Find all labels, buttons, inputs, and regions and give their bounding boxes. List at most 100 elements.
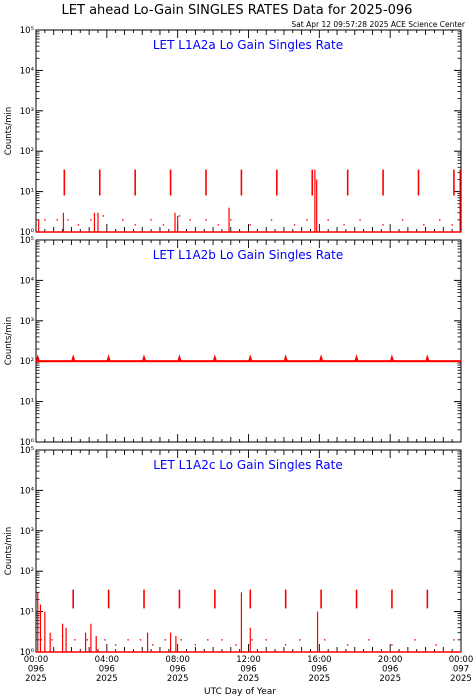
plot-frame xyxy=(35,239,462,443)
data-point xyxy=(401,219,404,221)
data-point xyxy=(346,644,349,646)
data-point xyxy=(423,224,425,226)
data-point xyxy=(127,639,129,641)
data-point xyxy=(439,219,441,221)
data-point xyxy=(265,639,267,641)
y-axis-label: Counts/min xyxy=(4,107,14,156)
data-point xyxy=(104,639,106,641)
data-point xyxy=(249,224,251,226)
x-tick-label: 00:00 xyxy=(24,655,49,665)
data-point xyxy=(114,644,117,646)
data-point xyxy=(86,639,89,641)
x-tick-label: 12:00 xyxy=(236,655,261,665)
data-point xyxy=(122,219,124,221)
y-tick-label: 10¹ xyxy=(20,398,34,408)
x-tick-label: 2025 xyxy=(167,674,189,684)
y-tick-label: 10⁵ xyxy=(20,26,34,36)
x-axis-label: UTC Day of Year xyxy=(204,687,276,697)
x-tick-label: 00:00 xyxy=(449,655,474,665)
data-point xyxy=(221,639,223,641)
data-point xyxy=(164,639,166,641)
data-point xyxy=(414,639,416,641)
data-point xyxy=(327,219,329,221)
series-line xyxy=(35,354,461,363)
x-tick-label: 2025 xyxy=(379,674,401,684)
data-point xyxy=(139,639,142,641)
data-point xyxy=(134,224,136,226)
y-tick-label: 10⁴ xyxy=(20,66,35,76)
data-point xyxy=(306,219,308,221)
x-tick-label: 08:00 xyxy=(165,655,190,665)
data-point xyxy=(323,639,326,641)
plot-frame xyxy=(35,449,462,653)
y-tick-label: 10³ xyxy=(20,527,34,537)
x-tick-label: 096 xyxy=(240,665,256,675)
x-tick-label: 20:00 xyxy=(378,655,403,665)
data-point xyxy=(270,219,273,221)
data-point xyxy=(152,644,154,646)
y-axis-label: Counts/min xyxy=(4,527,14,576)
y-tick-label: 10¹ xyxy=(20,188,34,198)
data-point xyxy=(299,639,301,641)
y-tick-label: 10⁰ xyxy=(20,438,35,448)
x-tick-label: 096 xyxy=(28,665,44,675)
data-point xyxy=(102,215,104,217)
data-point xyxy=(391,644,393,646)
data-point xyxy=(67,219,69,221)
data-point xyxy=(90,219,92,221)
y-tick-label: 10⁴ xyxy=(20,276,35,286)
data-point xyxy=(207,639,209,641)
data-point xyxy=(189,219,191,221)
x-tick-label: 16:00 xyxy=(307,655,332,665)
data-point xyxy=(61,635,64,637)
data-point xyxy=(44,219,46,221)
x-tick-label: 04:00 xyxy=(95,655,120,665)
panel-1: 10⁰ 10¹ 10² 10³ 10⁴ 10⁵ Counts/min LET L1A2a Lo… xyxy=(4,26,462,238)
data-point xyxy=(178,215,181,217)
panel-2: 10⁰ 10¹ 10² 10³ 10⁴ 10⁵ Counts/min LET L1A2b Lo… xyxy=(4,236,462,448)
y-tick-label: 10⁵ xyxy=(20,236,34,246)
x-tick-label: 2025 xyxy=(96,674,118,684)
x-tick-label: 096 xyxy=(99,665,115,675)
data-point xyxy=(230,219,232,221)
data-point xyxy=(359,219,361,221)
panel-title: LET L1A2b Lo Gain Singles Rate xyxy=(153,248,344,262)
data-point xyxy=(251,639,253,641)
x-tick-label: 097 xyxy=(453,665,469,675)
data-point xyxy=(40,639,43,641)
data-point xyxy=(235,644,237,646)
x-tick-label: 096 xyxy=(382,665,398,675)
data-point xyxy=(51,639,53,641)
y-tick-label: 10³ xyxy=(20,107,34,117)
panel-title: LET L1A2a Lo Gain Singles Rate xyxy=(153,38,343,52)
data-point xyxy=(205,219,207,221)
data-point xyxy=(180,639,182,641)
x-tick-label: 2025 xyxy=(309,674,331,684)
x-tick-label: 096 xyxy=(170,665,186,675)
data-point xyxy=(343,224,345,226)
data-point xyxy=(368,639,370,641)
data-point xyxy=(453,639,455,641)
data-point xyxy=(56,219,58,221)
x-tick-label: 2025 xyxy=(25,674,47,684)
plot-frame xyxy=(35,29,462,233)
y-tick-label: 10⁰ xyxy=(20,648,35,658)
y-tick-label: 10⁴ xyxy=(20,486,35,496)
data-point xyxy=(284,644,287,646)
data-point xyxy=(77,224,80,226)
figure-title: LET ahead Lo-Gain SINGLES RATES Data for… xyxy=(62,3,413,18)
data-point xyxy=(451,224,453,226)
x-tick-label: 2025 xyxy=(450,674,472,684)
y-tick-label: 10⁰ xyxy=(20,228,35,238)
x-tick-label: 096 xyxy=(311,665,327,675)
data-point xyxy=(382,224,384,226)
data-point xyxy=(194,644,197,646)
y-tick-label: 10⁵ xyxy=(20,446,34,456)
